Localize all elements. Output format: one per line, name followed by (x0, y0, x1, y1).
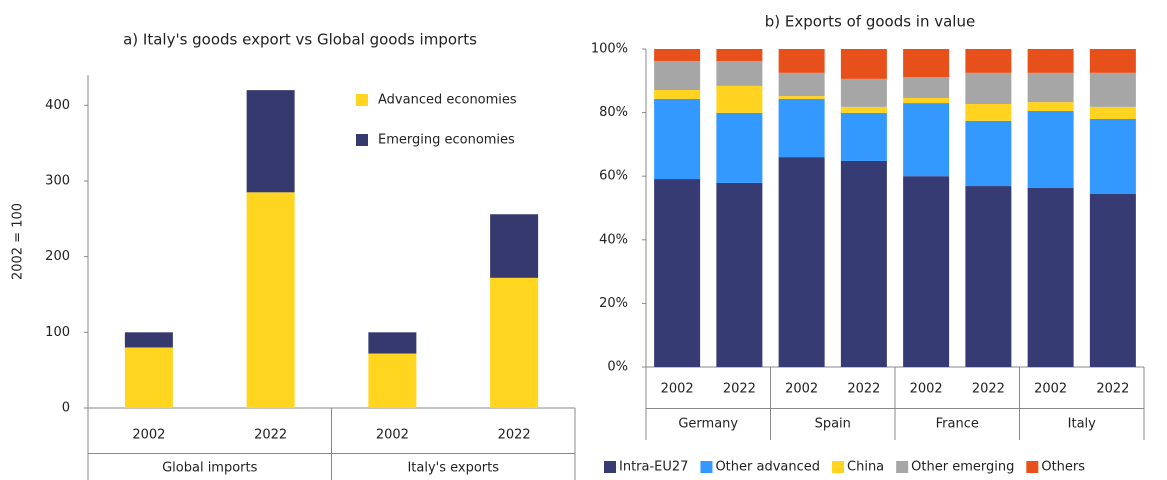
bar-segment (840, 106, 887, 113)
bar-segment (246, 192, 295, 408)
x-tick-label: 2002 (661, 382, 694, 397)
bar-segment (1027, 187, 1074, 367)
group-label: Spain (815, 417, 851, 432)
x-tick-label: 2022 (1096, 382, 1129, 397)
x-tick-label: 2022 (723, 382, 756, 397)
bar-segment (903, 97, 950, 104)
y-tick-label: 20% (599, 296, 628, 311)
bar-segment (965, 186, 1012, 367)
group-label: Germany (678, 417, 738, 432)
legend-label: Intra-EU27 (619, 460, 688, 475)
bar-segment (903, 76, 950, 98)
bar-segment (368, 332, 417, 354)
legend-label: Others (1041, 460, 1085, 475)
x-tick-label: 2022 (254, 428, 287, 443)
group-label: France (936, 417, 979, 432)
x-tick-label: 2002 (910, 382, 943, 397)
bar-segment (840, 160, 887, 367)
bar-segment (246, 90, 295, 193)
y-tick-label: 0 (62, 401, 70, 416)
bar-segment (903, 49, 950, 77)
bar-segment (124, 347, 173, 408)
bar-segment (778, 157, 825, 367)
bar-segment (654, 61, 701, 91)
bar-segment (654, 98, 701, 180)
bar-segment (716, 182, 763, 367)
bar-segment (778, 96, 825, 99)
bar-segment (716, 85, 763, 113)
legend-label: Advanced economies (378, 93, 517, 108)
x-tick-label: 2002 (1034, 382, 1067, 397)
bar-segment (1089, 118, 1136, 195)
bar-segment (903, 103, 950, 177)
bar-segment (1089, 194, 1136, 367)
bar-segment (716, 112, 763, 183)
bar-segment (716, 61, 763, 86)
x-tick-label: 2022 (972, 382, 1005, 397)
y-tick-label: 400 (45, 98, 70, 113)
legend-swatch (1026, 461, 1039, 473)
bar-segment (903, 176, 950, 367)
bar-segment (1027, 102, 1074, 112)
group-label: Italy's exports (407, 461, 499, 476)
bar-segment (490, 214, 539, 278)
y-tick-label: 100% (591, 42, 628, 57)
x-tick-label: 2002 (132, 428, 165, 443)
legend-swatch (700, 461, 713, 473)
group-label: Global imports (162, 461, 258, 476)
y-tick-label: 200 (45, 249, 70, 264)
legend-swatch (604, 461, 616, 473)
x-tick-label: 2002 (376, 428, 409, 443)
x-tick-label: 2002 (785, 382, 818, 397)
bar-segment (965, 120, 1012, 187)
bar-segment (1027, 111, 1074, 188)
chart-title: b) Exports of goods in value (765, 13, 975, 31)
bar-segment (840, 78, 887, 107)
bar-segment (1027, 72, 1074, 103)
bar-segment (840, 112, 887, 161)
bar-segment (368, 353, 417, 408)
bar-segment (778, 49, 825, 73)
legend-label: China (847, 460, 884, 475)
bar-segment (1027, 49, 1074, 73)
bar-segment (965, 104, 1012, 121)
bar-segment (1089, 72, 1136, 107)
bar-segment (654, 179, 701, 367)
y-tick-label: 100 (45, 325, 70, 340)
y-tick-label: 0% (607, 360, 628, 375)
legend-swatch (356, 134, 368, 146)
y-tick-label: 300 (45, 173, 70, 188)
bar-segment (965, 72, 1012, 105)
group-label: Italy (1068, 417, 1097, 432)
x-tick-label: 2022 (498, 428, 531, 443)
y-tick-label: 80% (599, 105, 628, 120)
bar-segment (840, 49, 887, 79)
y-tick-label: 60% (599, 169, 628, 184)
bar-segment (1089, 49, 1136, 73)
bar-segment (778, 98, 825, 158)
legend-swatch (356, 94, 368, 106)
bar-segment (654, 49, 701, 62)
x-tick-label: 2022 (847, 382, 880, 397)
legend-label: Emerging economies (378, 133, 515, 148)
bar-segment (778, 72, 825, 97)
bar-segment (1089, 106, 1136, 119)
bar-segment (124, 332, 173, 348)
chart-title: a) Italy's goods export vs Global goods … (123, 31, 477, 49)
bar-segment (716, 49, 763, 62)
y-axis-label: 2002 = 100 (11, 203, 26, 280)
bar-segment (490, 277, 539, 408)
legend-label: Other emerging (911, 460, 1014, 475)
legend-label: Other advanced (715, 460, 820, 475)
bar-segment (654, 90, 701, 99)
legend-swatch (832, 461, 845, 473)
legend-swatch (896, 461, 909, 473)
y-tick-label: 40% (599, 232, 628, 247)
bar-segment (965, 49, 1012, 73)
